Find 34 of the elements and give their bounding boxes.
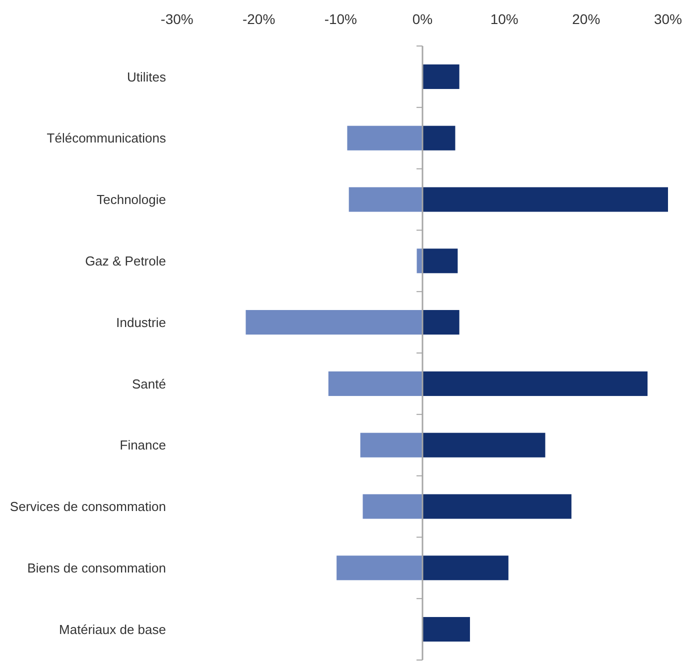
bar bbox=[422, 432, 546, 458]
bar bbox=[422, 617, 470, 642]
x-tick-label: 10% bbox=[490, 11, 518, 27]
x-tick-label: -30% bbox=[160, 11, 194, 27]
y-tick-label: Finance bbox=[120, 438, 166, 453]
y-tick-label: Télécommunications bbox=[46, 130, 166, 146]
y-tick-label: Technologie bbox=[96, 192, 166, 208]
bar bbox=[422, 556, 508, 580]
y-tick-label: Gaz & Petrole bbox=[85, 253, 166, 268]
bar bbox=[422, 494, 572, 519]
y-tick-label: Biens de consommation bbox=[27, 560, 166, 576]
bar bbox=[347, 126, 422, 150]
y-tick-label: Santé bbox=[132, 376, 166, 392]
bar bbox=[422, 371, 648, 396]
bar bbox=[348, 187, 422, 212]
y-tick-label: Industrie bbox=[116, 314, 166, 330]
bar bbox=[246, 310, 422, 335]
x-tick-label: 30% bbox=[654, 11, 682, 27]
bar bbox=[336, 556, 422, 580]
bar bbox=[422, 248, 458, 274]
bar bbox=[360, 432, 422, 458]
bar bbox=[328, 371, 422, 396]
bar bbox=[422, 64, 460, 89]
x-tick-label: -10% bbox=[324, 11, 358, 27]
y-tick-label: Matériaux de base bbox=[59, 622, 166, 637]
bar bbox=[362, 494, 422, 519]
x-tick-label: 20% bbox=[572, 11, 600, 27]
x-tick-label: 0% bbox=[412, 11, 433, 27]
y-tick-label: Utilites bbox=[126, 69, 166, 84]
y-tick-label: Services de consommation bbox=[10, 499, 166, 514]
bar bbox=[422, 126, 456, 150]
bar bbox=[422, 310, 460, 335]
bar bbox=[422, 187, 668, 212]
x-tick-label: -20% bbox=[242, 11, 276, 27]
